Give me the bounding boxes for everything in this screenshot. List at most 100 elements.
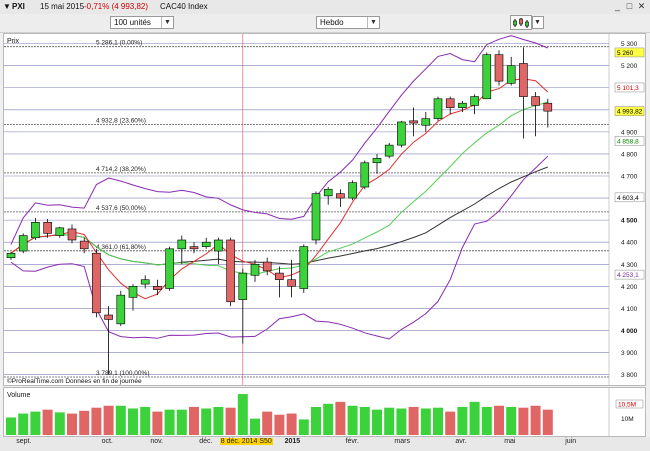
candle-body [531,96,540,106]
close-button[interactable]: ✕ [637,1,646,11]
volume-bar [30,411,41,435]
menu-arrow-icon[interactable]: ▼ [3,2,11,11]
instrument-name: CAC40 Index [160,2,208,11]
candle-body [128,286,138,298]
price-panel[interactable]: 5 286,1 (0,00%) 4 932,8 (23,60%) 4 714,2 (… [3,33,646,386]
volume-bar [518,407,529,435]
candle-body [18,235,28,252]
candle-body [482,54,492,100]
volume-bar [469,401,480,435]
candle-body [360,162,370,188]
price-badge [614,192,645,203]
time-axis-label: oct. [101,438,113,445]
candle-body [409,120,418,124]
candle-body [506,65,516,84]
time-axis-label: 8 déc. 2014 S50 [219,438,273,445]
quote-date: 15 mai 2015 [40,2,85,11]
fib-label: 5 286,1 (0,00%) [96,40,142,47]
period-select-value: Hebdo [320,18,344,27]
candle-body [470,96,479,106]
ma-long-line [10,166,548,266]
volume-bar [359,406,370,435]
volume-bar [286,413,297,435]
volume-panel[interactable]: Volume 10,5M 10M [3,387,646,437]
time-axis-label: avr. [455,438,467,445]
candle-body [287,279,296,287]
period-select[interactable]: Hebdo ▼ [316,16,380,29]
volume-bar [91,407,102,435]
time-axis: sept. oct. nov. déc. 8 déc. 2014 S50 2015 févr… [0,437,650,451]
candle-body [250,263,260,276]
candle-body [421,118,431,126]
volume-badge-text: 10,5M [618,402,636,409]
volume-bar [103,405,114,435]
price-panel-label: Prix [7,38,20,45]
price-axis-label: 5 200 [621,63,638,70]
bollinger-lower-line [10,155,549,340]
volume-bar [298,419,309,435]
price-axis-label: 4 900 [621,129,638,136]
time-axis-label: nov. [150,438,164,445]
price-badge-text: 5 101,3 [617,85,639,92]
time-axis-label: juin [565,438,577,445]
bollinger-upper-line [10,35,548,245]
volume-bar [6,417,16,435]
candle-body [262,261,272,272]
volume-bar [408,406,419,435]
candle-body [226,239,235,303]
price-axis-label: 3 800 [621,372,638,379]
price-axis-label: 4 400 [621,240,638,247]
symbol-label: PXI [12,2,25,11]
toolbar: 100 unités ▼ Hebdo ▼ ▼ [0,14,650,33]
candle-body [104,314,113,320]
volume-chart[interactable]: Volume 10,5M 10M [4,388,645,436]
volume-bar [176,409,187,435]
candle-body [336,193,345,199]
fib-label: 4 361,0 (61,80%) [96,244,146,251]
time-axis-label: mai [504,438,516,445]
chart-style-dropdown[interactable]: ▼ [532,16,544,29]
volume-bar [420,408,431,435]
price-badge-text: 4 603,4 [617,195,639,202]
candle-body [372,158,382,164]
candle-body [299,246,309,289]
volume-axis-label: 10M [621,416,634,423]
candle-body [397,121,406,146]
units-select[interactable]: 100 unités ▼ [110,16,174,29]
volume-bar [42,409,53,435]
fib-label: 3 789,1 (100,00%) [96,370,149,377]
price-chart[interactable]: 5 286,1 (0,00%) 4 932,8 (23,60%) 4 714,2 (… [4,34,645,385]
volume-bar [54,412,65,435]
volume-bar [530,405,541,435]
price-axis-label: 4 700 [621,174,638,181]
candle-body [177,239,187,250]
title-bar: ▼ PXI 15 mai 2015 -0,71% (4 993,82) CAC4… [0,0,650,15]
volume-bar [115,405,126,435]
candle-body [201,241,211,247]
candle-body [140,279,150,285]
fib-label: 4 932,8 (23,60%) [96,118,146,125]
time-axis-label: 2015 [284,438,301,445]
candle-body [165,248,174,289]
volume-bar [201,408,212,435]
price-axis-label: 4 800 [621,151,638,158]
chevron-down-icon: ▼ [534,19,541,26]
chevron-down-icon: ▼ [367,17,379,28]
volume-badge [615,399,644,409]
candle-body [116,294,126,325]
volume-bar [311,406,321,435]
price-badge-text: 5 260 [617,50,634,57]
minimize-button[interactable]: _ [614,1,620,11]
ma-medium-line [10,101,548,275]
volume-bar [445,411,456,435]
volume-bar [372,409,382,435]
volume-bar [67,413,77,435]
candle-body [348,182,357,199]
ma-short-line [10,78,549,300]
time-axis-label: déc. [199,438,213,445]
maximize-button[interactable]: □ [626,1,633,11]
candle-body [311,193,321,241]
units-select-value: 100 unités [114,18,151,27]
chart-style-button[interactable] [510,15,532,30]
quote-change: -0,71% (4 993,82) [84,2,149,11]
